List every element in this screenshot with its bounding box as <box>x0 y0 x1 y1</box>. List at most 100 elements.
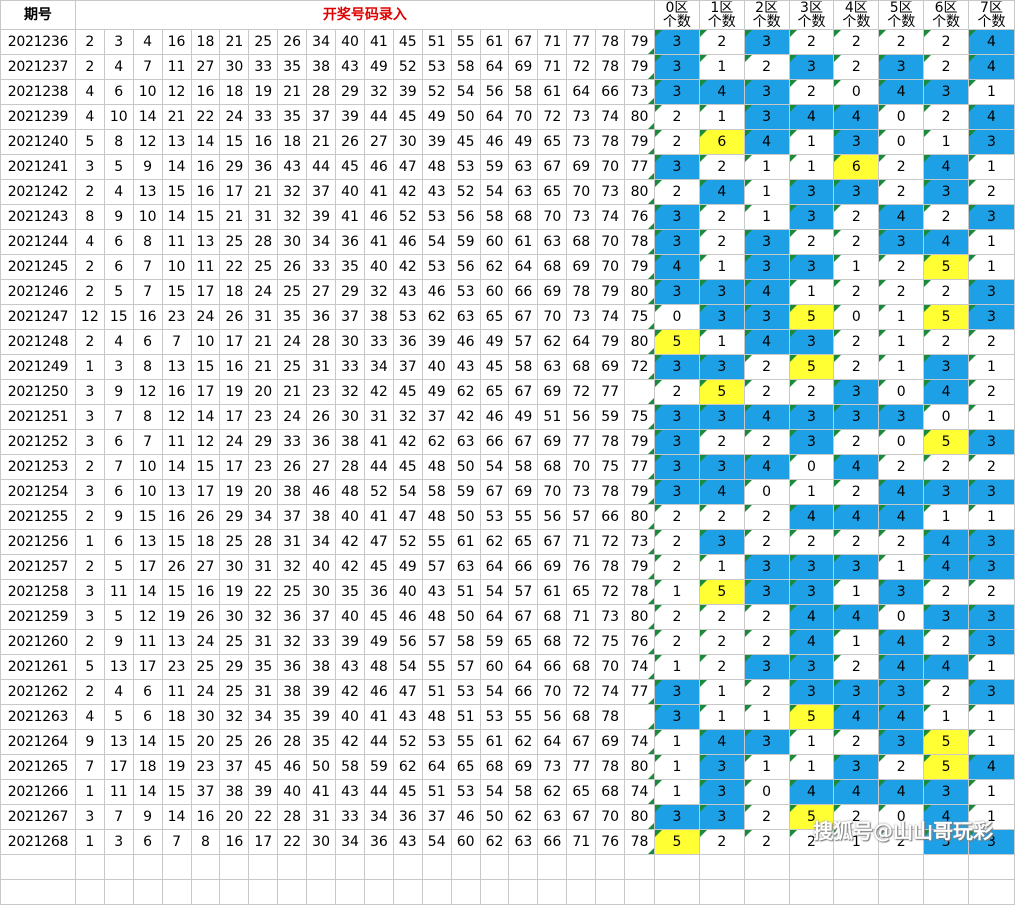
number-cell[interactable]: 7 <box>103 454 134 480</box>
number-cell[interactable]: 67 <box>508 29 539 55</box>
zone-count-cell[interactable]: 4 <box>788 104 835 130</box>
number-cell[interactable]: 67 <box>508 429 539 455</box>
zone-count-cell[interactable]: 2 <box>833 229 880 255</box>
number-cell[interactable]: 25 <box>219 679 250 705</box>
zone-count-cell[interactable]: 4 <box>968 54 1015 80</box>
number-cell[interactable]: 69 <box>537 379 568 405</box>
zone-count-cell[interactable]: 2 <box>923 104 969 130</box>
number-cell[interactable]: 3 <box>74 379 105 405</box>
number-cell[interactable]: 70 <box>566 179 597 205</box>
zone-count-cell[interactable]: 1 <box>878 304 925 330</box>
zone-count-cell[interactable]: 6 <box>833 154 880 180</box>
zone-count-cell[interactable]: 2 <box>968 579 1015 605</box>
zone-count-cell[interactable]: 3 <box>698 354 745 380</box>
empty-cell[interactable] <box>537 854 568 880</box>
number-cell[interactable]: 45 <box>392 29 423 55</box>
zone-count-cell[interactable]: 2 <box>653 529 700 555</box>
number-cell[interactable]: 42 <box>335 554 365 580</box>
zone-count-cell[interactable]: 2 <box>923 54 969 80</box>
zone-count-cell[interactable]: 2 <box>923 679 969 705</box>
number-cell[interactable]: 56 <box>392 629 423 655</box>
number-cell[interactable]: 73 <box>566 204 597 230</box>
number-cell[interactable]: 11 <box>161 429 192 455</box>
number-cell[interactable]: 42 <box>450 404 481 430</box>
number-cell[interactable]: 45 <box>363 554 394 580</box>
zone-count-cell[interactable]: 1 <box>878 354 925 380</box>
number-cell[interactable]: 79 <box>595 329 626 355</box>
number-cell[interactable]: 58 <box>450 54 481 80</box>
number-cell[interactable]: 16 <box>161 504 192 530</box>
number-cell[interactable]: 62 <box>537 329 568 355</box>
zone-count-cell[interactable]: 2 <box>923 579 969 605</box>
number-cell[interactable]: 15 <box>161 579 192 605</box>
number-cell[interactable]: 62 <box>508 804 539 830</box>
number-cell[interactable]: 4 <box>103 54 134 80</box>
issue-cell[interactable]: 2021242 <box>0 179 76 205</box>
zone-count-cell[interactable]: 2 <box>833 29 880 55</box>
number-cell[interactable]: 32 <box>277 204 308 230</box>
number-cell[interactable]: 3 <box>103 29 134 55</box>
number-cell[interactable]: 26 <box>277 29 308 55</box>
number-cell[interactable]: 32 <box>277 629 308 655</box>
number-cell[interactable]: 56 <box>537 704 568 730</box>
number-cell[interactable]: 59 <box>595 404 626 430</box>
number-cell[interactable]: 41 <box>363 179 394 205</box>
number-cell[interactable]: 74 <box>624 729 655 755</box>
number-cell[interactable]: 14 <box>132 729 163 755</box>
number-cell[interactable]: 11 <box>161 54 192 80</box>
number-cell[interactable]: 75 <box>595 629 626 655</box>
number-cell[interactable]: 3 <box>74 804 105 830</box>
zone-count-cell[interactable]: 3 <box>923 179 969 205</box>
number-cell[interactable]: 76 <box>566 554 597 580</box>
number-cell[interactable]: 54 <box>421 229 452 255</box>
number-cell[interactable]: 31 <box>277 529 308 555</box>
number-cell[interactable]: 22 <box>190 104 221 130</box>
number-cell[interactable]: 18 <box>190 529 221 555</box>
number-cell[interactable]: 45 <box>392 379 423 405</box>
zone-count-cell[interactable]: 4 <box>833 704 880 730</box>
number-cell[interactable]: 67 <box>537 154 568 180</box>
number-cell[interactable]: 25 <box>248 29 279 55</box>
number-cell[interactable]: 14 <box>161 204 192 230</box>
zone-count-cell[interactable]: 4 <box>698 479 745 505</box>
number-cell[interactable]: 40 <box>335 604 365 630</box>
zone-count-cell[interactable]: 2 <box>698 204 745 230</box>
number-cell[interactable]: 39 <box>421 129 452 155</box>
number-cell[interactable]: 56 <box>479 79 510 105</box>
number-cell[interactable] <box>624 379 655 405</box>
number-cell[interactable]: 43 <box>277 154 308 180</box>
number-cell[interactable]: 46 <box>363 154 394 180</box>
number-cell[interactable]: 31 <box>363 404 394 430</box>
number-cell[interactable]: 68 <box>537 454 568 480</box>
number-cell[interactable]: 9 <box>74 729 105 755</box>
number-cell[interactable]: 18 <box>277 129 308 155</box>
number-cell[interactable]: 49 <box>508 129 539 155</box>
number-cell[interactable]: 72 <box>566 679 597 705</box>
number-cell[interactable]: 53 <box>479 704 510 730</box>
zone-count-cell[interactable]: 1 <box>743 704 790 730</box>
number-cell[interactable]: 71 <box>537 54 568 80</box>
number-cell[interactable]: 3 <box>74 479 105 505</box>
zone-count-cell[interactable]: 3 <box>788 679 835 705</box>
issue-cell[interactable]: 2021268 <box>0 829 76 855</box>
zone-count-cell[interactable]: 4 <box>968 29 1015 55</box>
number-cell[interactable]: 44 <box>363 104 394 130</box>
zone-count-cell[interactable]: 1 <box>833 254 880 280</box>
number-cell[interactable]: 21 <box>277 79 308 105</box>
zone-count-cell[interactable]: 2 <box>923 29 969 55</box>
empty-cell[interactable] <box>248 854 279 880</box>
number-cell[interactable]: 73 <box>566 304 597 330</box>
number-cell[interactable]: 58 <box>421 479 452 505</box>
number-cell[interactable]: 72 <box>566 629 597 655</box>
number-cell[interactable]: 45 <box>335 154 365 180</box>
number-cell[interactable]: 4 <box>74 229 105 255</box>
zone-count-cell[interactable]: 3 <box>923 79 969 105</box>
zone-count-cell[interactable]: 2 <box>833 354 880 380</box>
issue-cell[interactable]: 2021254 <box>0 479 76 505</box>
number-cell[interactable]: 23 <box>190 754 221 780</box>
zone-count-cell[interactable]: 3 <box>653 704 700 730</box>
zone-count-cell[interactable]: 3 <box>788 429 835 455</box>
number-cell[interactable]: 49 <box>508 404 539 430</box>
number-cell[interactable]: 38 <box>306 54 337 80</box>
number-cell[interactable]: 7 <box>132 54 163 80</box>
